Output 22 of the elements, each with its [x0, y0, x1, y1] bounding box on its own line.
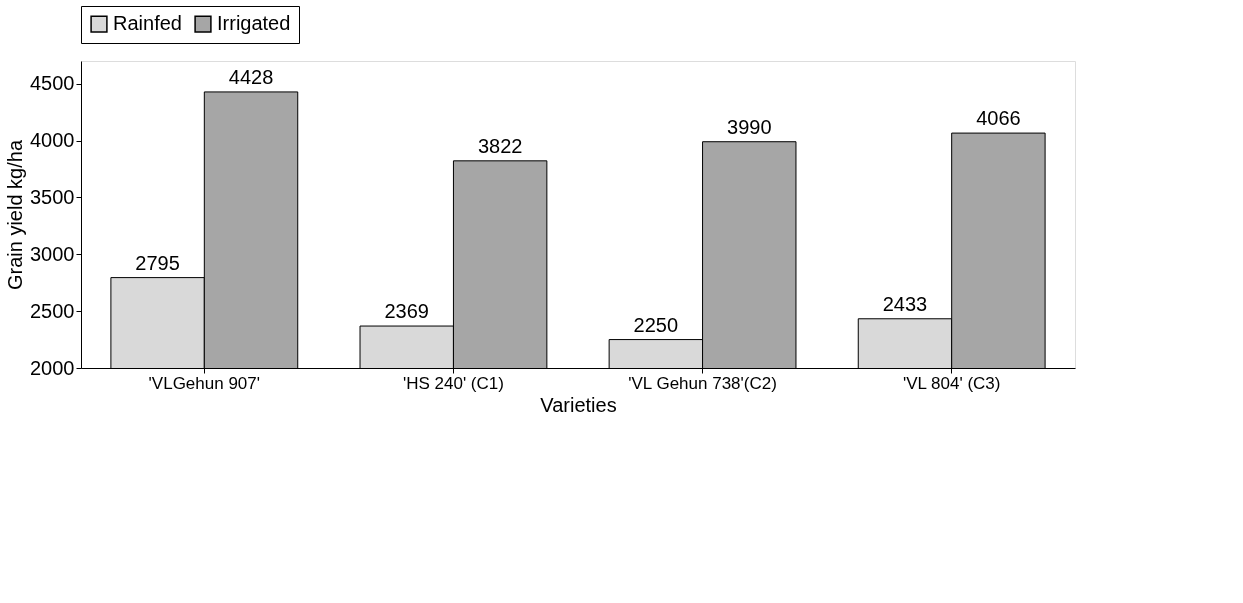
x-axis-title: Varieties — [540, 393, 617, 416]
x-tick-label: 'HS 240' (C1) — [402, 373, 504, 393]
data-label: 4428 — [228, 65, 274, 88]
legend-label: Rainfed — [113, 12, 182, 35]
y-tick-label: 4000 — [30, 129, 75, 152]
data-label: 3822 — [477, 134, 523, 157]
x-tick-label: 'VL 804' (C3) — [902, 373, 1001, 393]
data-label: 2433 — [882, 292, 928, 315]
x-tick-label: 'VLGehun 907' — [148, 373, 261, 393]
data-label: 2795 — [135, 251, 180, 274]
y-tick-label: 4500 — [30, 72, 75, 95]
data-label: 2250 — [633, 313, 679, 336]
y-tick-label: 2000 — [30, 356, 75, 379]
data-label: 4066 — [976, 107, 1021, 130]
y-tick-label: 2500 — [30, 299, 75, 322]
y-tick-label: 3000 — [30, 242, 75, 265]
x-tick-label: 'VL Gehun 738'(C2) — [628, 373, 777, 393]
y-tick-label: 3500 — [30, 185, 75, 208]
data-label: 2369 — [384, 300, 429, 323]
y-axis-title: Grain yield kg/ha — [4, 139, 27, 291]
legend-label: Irrigated — [217, 12, 291, 35]
data-label: 3990 — [727, 115, 772, 138]
